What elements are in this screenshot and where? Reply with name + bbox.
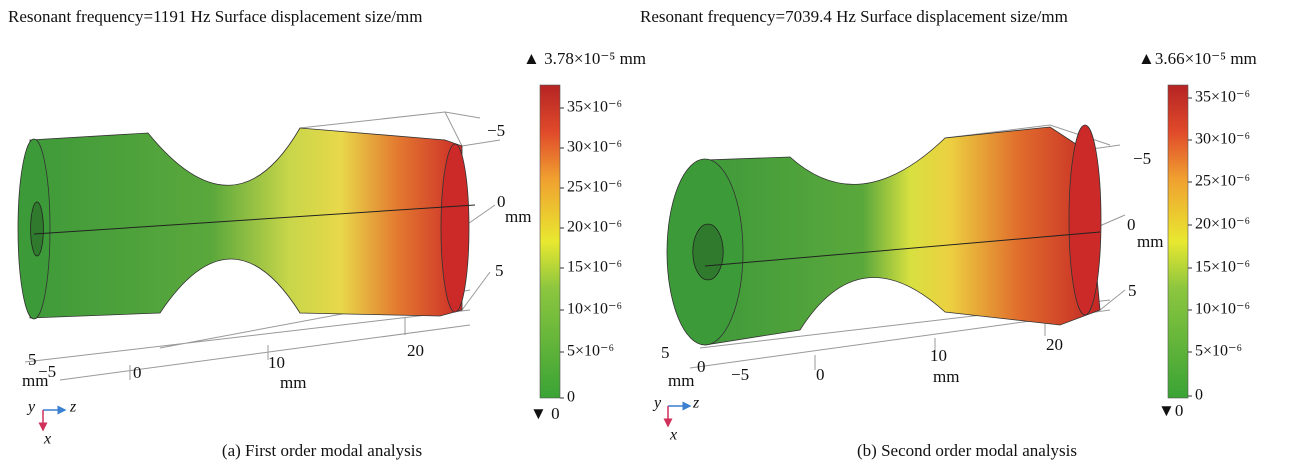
colorbar-tick-label: 5×10⁻⁶ — [567, 343, 614, 360]
colorbar-tick-label: 15×10⁻⁶ — [567, 259, 622, 276]
colorbar-min-label: ▼ 0 — [530, 404, 560, 423]
panel: Resonant frequency=1191 Hz Surface displ… — [8, 7, 646, 460]
model-body — [705, 127, 1100, 345]
colorbar-max-label: ▲3.66×10⁻⁵ mm — [1138, 49, 1257, 68]
axis-label: −5 — [731, 365, 749, 384]
panel: Resonant frequency=7039.4 Hz Surface dis… — [640, 7, 1257, 460]
triad-label: y — [652, 395, 662, 412]
colorbar-tick-label: 25×10⁻⁶ — [1195, 173, 1250, 190]
colorbar-tick-label: 5×10⁻⁶ — [1195, 343, 1242, 360]
axis-label: −5 — [38, 362, 56, 381]
axis-label: 10 — [930, 346, 947, 365]
caption: (a) First order modal analysis — [222, 441, 422, 460]
axis-label: mm — [933, 367, 959, 386]
model-bore — [31, 202, 44, 256]
axis-label: −5 — [1133, 149, 1151, 168]
axis-label: 0 — [816, 365, 825, 384]
axis-label: −5 — [487, 121, 505, 140]
axis-label: 5 — [661, 343, 670, 362]
colorbar-min-label: ▼0 — [1158, 401, 1183, 420]
colorbar-tick-label: 20×10⁻⁶ — [567, 219, 622, 236]
axis-label: 10 — [268, 353, 285, 372]
triad-label: y — [26, 399, 36, 416]
colorbar-tick-label: 30×10⁻⁶ — [1195, 131, 1250, 148]
caption: (b) Second order modal analysis — [857, 441, 1077, 460]
model-right-end — [1069, 125, 1101, 315]
colorbar — [540, 85, 560, 398]
axis-label: 5 — [495, 261, 504, 280]
model-body — [30, 128, 462, 318]
axis-label: mm — [280, 373, 306, 392]
figure: Resonant frequency=1191 Hz Surface displ… — [0, 0, 1290, 466]
model-right-end — [441, 144, 469, 312]
axis-label: mm — [668, 371, 694, 390]
axis-label: 0 — [133, 363, 142, 382]
colorbar-tick-label: 35×10⁻⁶ — [567, 99, 622, 116]
axis-label: 0 — [697, 357, 706, 376]
axis-label: 20 — [1046, 335, 1063, 354]
colorbar-tick-label: 0 — [1195, 387, 1203, 404]
model-bore — [693, 224, 723, 280]
axis-label: 5 — [28, 350, 37, 369]
triad-label: z — [692, 395, 700, 412]
triad-label: z — [69, 399, 77, 416]
axis-label: 20 — [407, 341, 424, 360]
panel-title: Resonant frequency=7039.4 Hz Surface dis… — [640, 7, 1068, 26]
colorbar-tick-label: 10×10⁻⁶ — [567, 301, 622, 318]
colorbar-tick-label: 35×10⁻⁶ — [1195, 89, 1250, 106]
colorbar-tick-label: 25×10⁻⁶ — [567, 179, 622, 196]
colorbar-tick-label: 15×10⁻⁶ — [1195, 259, 1250, 276]
axis-label: 5 — [1128, 281, 1137, 300]
axis-label: mm — [1137, 232, 1163, 251]
colorbar-tick-label: 30×10⁻⁶ — [567, 139, 622, 156]
axis-label: 0 — [1127, 215, 1136, 234]
axis-label: mm — [505, 207, 531, 226]
colorbar-max-label: ▲ 3.78×10⁻⁵ mm — [523, 49, 646, 68]
colorbar-tick-label: 20×10⁻⁶ — [1195, 216, 1250, 233]
colorbar-tick-label: 10×10⁻⁶ — [1195, 301, 1250, 318]
colorbar-tick-label: 0 — [567, 389, 575, 406]
colorbar — [1168, 85, 1188, 398]
triad-label: x — [43, 431, 51, 448]
panel-title: Resonant frequency=1191 Hz Surface displ… — [8, 7, 422, 26]
triad-label: x — [669, 427, 677, 444]
